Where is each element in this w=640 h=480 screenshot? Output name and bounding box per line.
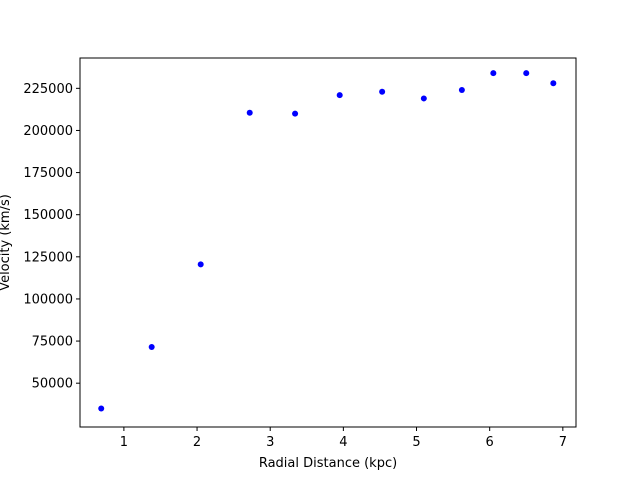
data-point: [379, 88, 386, 95]
x-axis-ticks: 1 2 3 4 5 6 7: [120, 427, 567, 450]
x-tick-label: 2: [193, 435, 201, 450]
x-tick-label: 3: [266, 435, 274, 450]
x-axis-label: Radial Distance (kpc): [259, 456, 397, 471]
y-tick-label: 100000: [23, 292, 73, 307]
data-point: [292, 110, 299, 117]
plot-area: [79, 57, 577, 428]
data-point: [550, 80, 557, 87]
x-tick-label: 1: [120, 435, 128, 450]
data-points: [98, 70, 557, 412]
data-point: [490, 70, 497, 77]
data-point: [523, 70, 530, 77]
x-tick-label: 5: [412, 435, 420, 450]
y-tick-label: 175000: [23, 166, 73, 181]
x-tick-label: 6: [486, 435, 494, 450]
y-axis-ticks: 50000 75000 100000 125000 150000 175000 200000…: [23, 82, 80, 392]
y-tick-label: 50000: [32, 377, 73, 392]
data-point: [98, 405, 105, 412]
y-tick-label: 225000: [23, 82, 73, 97]
data-point: [148, 343, 155, 350]
y-axis-label: Velocity (km/s): [0, 194, 13, 291]
data-point: [336, 92, 343, 99]
x-tick-label: 7: [559, 435, 567, 450]
x-tick-label: 4: [339, 435, 347, 450]
y-tick-label: 150000: [23, 208, 73, 223]
data-point: [246, 109, 253, 116]
data-point: [458, 87, 465, 94]
y-tick-label: 200000: [23, 124, 73, 139]
y-tick-label: 75000: [32, 335, 73, 350]
data-point: [420, 95, 427, 102]
data-point: [197, 261, 204, 268]
y-tick-label: 125000: [23, 250, 73, 265]
